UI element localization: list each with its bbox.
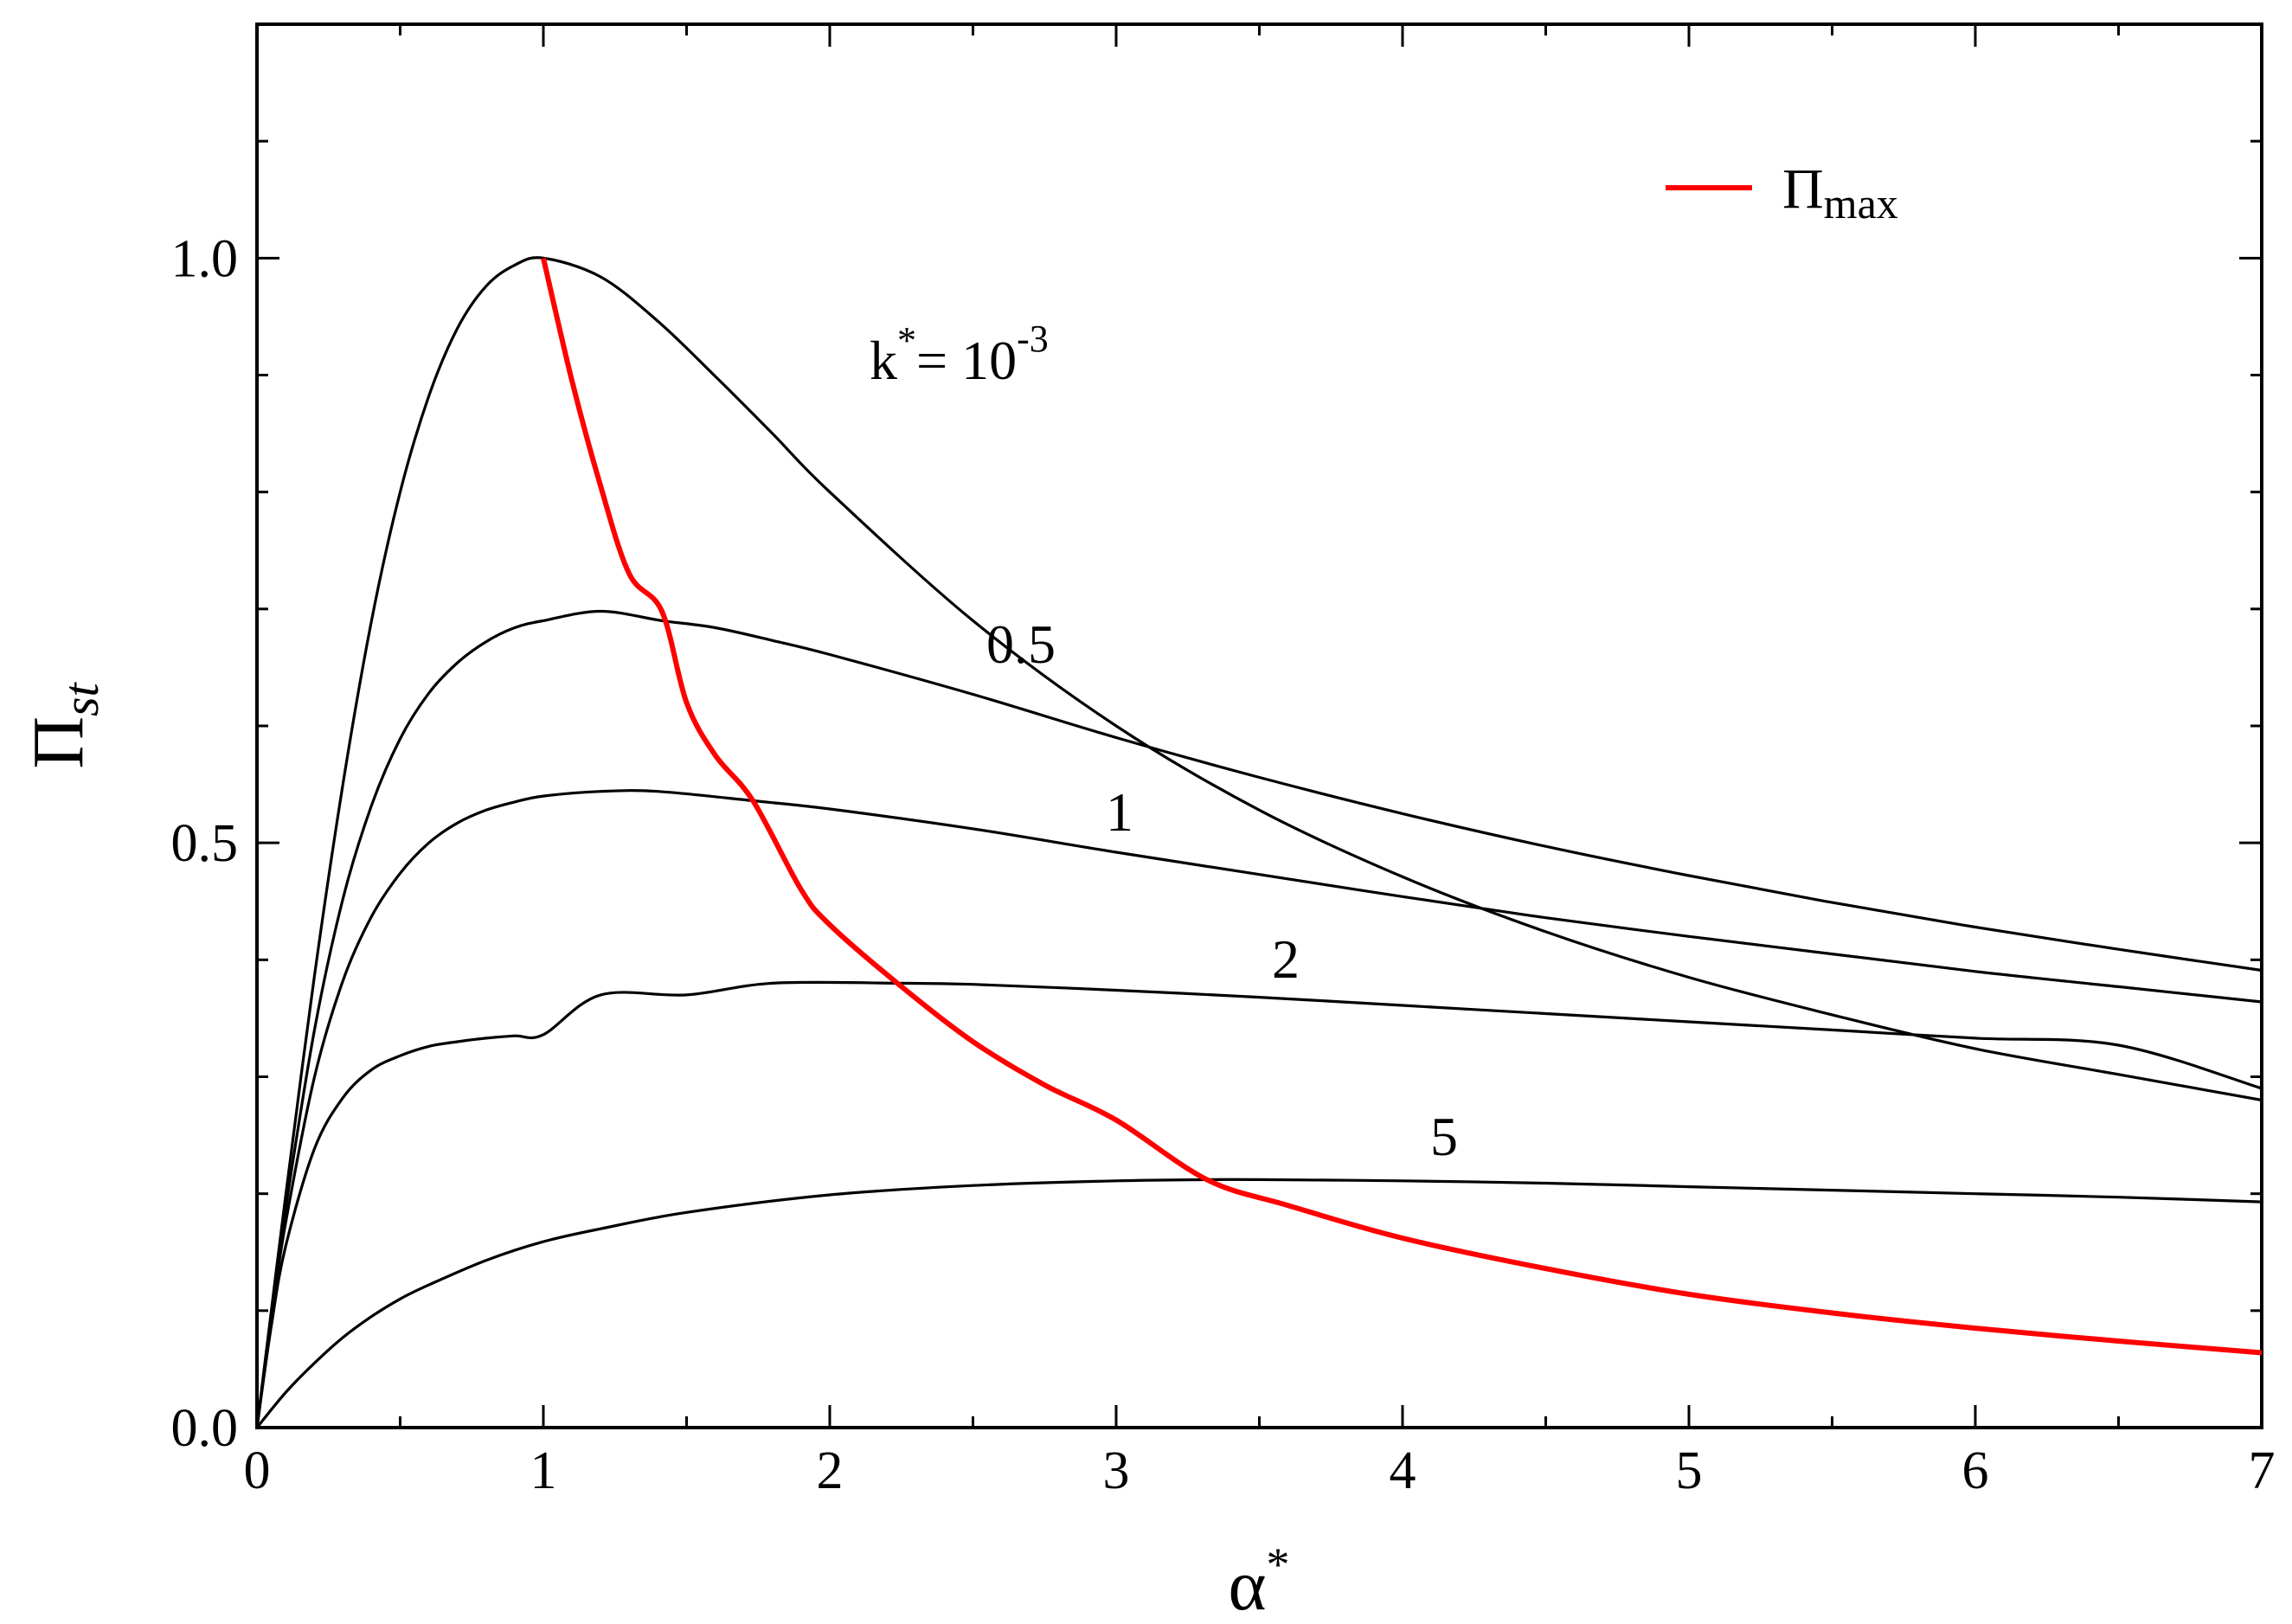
y-tick-label: 0.5 — [171, 814, 239, 873]
x-tick-label: 6 — [1962, 1441, 1989, 1500]
curve-label-equals: = — [916, 330, 961, 391]
curve-label-base: 10 — [961, 330, 1017, 391]
y-tick-label: 0.0 — [171, 1399, 239, 1458]
x-tick-label: 3 — [1103, 1441, 1130, 1500]
y-axis-label-symbol: Π — [18, 716, 99, 769]
curve-label-k0.5: 0.5 — [986, 613, 1056, 675]
series-line-k1 — [255, 609, 2263, 1428]
y-tick-label: 1.0 — [171, 229, 239, 288]
y-axis-label-subscript: st — [53, 681, 109, 716]
curve-label-k-symbol: k — [870, 330, 897, 391]
x-tick-label: 5 — [1676, 1441, 1703, 1500]
plot-frame — [255, 22, 2263, 1429]
x-axis-label-symbol: α — [1228, 1545, 1266, 1624]
x-tick-label: 7 — [2249, 1441, 2276, 1500]
curve-label-k0: k*= 10-3 — [870, 318, 1049, 391]
series-line-pi-max — [541, 257, 2263, 1356]
series-group — [255, 256, 2263, 1429]
y-axis-label: Πst — [18, 681, 109, 768]
legend-label-subscript: max — [1824, 179, 1898, 228]
curve-label-k2: 2 — [1272, 928, 1300, 990]
series-line-k3 — [255, 980, 2263, 1428]
curve-label-k-superscript: * — [897, 319, 916, 362]
series-line-k2 — [255, 789, 2263, 1428]
x-axis-label-superscript: * — [1267, 1538, 1290, 1590]
x-tick-label: 2 — [817, 1441, 844, 1500]
curve-label-exponent: -3 — [1017, 318, 1049, 360]
series-line-k0 — [255, 256, 2263, 1428]
legend-label-symbol: Π — [1782, 157, 1824, 221]
legend-label-pi-max: Πmax — [1782, 157, 1898, 228]
axes: 0 1 2 3 4 5 6 7 0.0 0.5 1.0 — [171, 22, 2276, 1500]
x-axis-label: α* — [1228, 1538, 1289, 1624]
x-tick-label: 1 — [530, 1441, 557, 1500]
x-tick-label: 0 — [244, 1441, 271, 1500]
x-tick-label: 4 — [1390, 1441, 1416, 1500]
curve-label-k1: 1 — [1106, 781, 1133, 843]
series-line-k4 — [255, 1178, 2263, 1429]
curve-label-k5: 5 — [1430, 1106, 1458, 1167]
